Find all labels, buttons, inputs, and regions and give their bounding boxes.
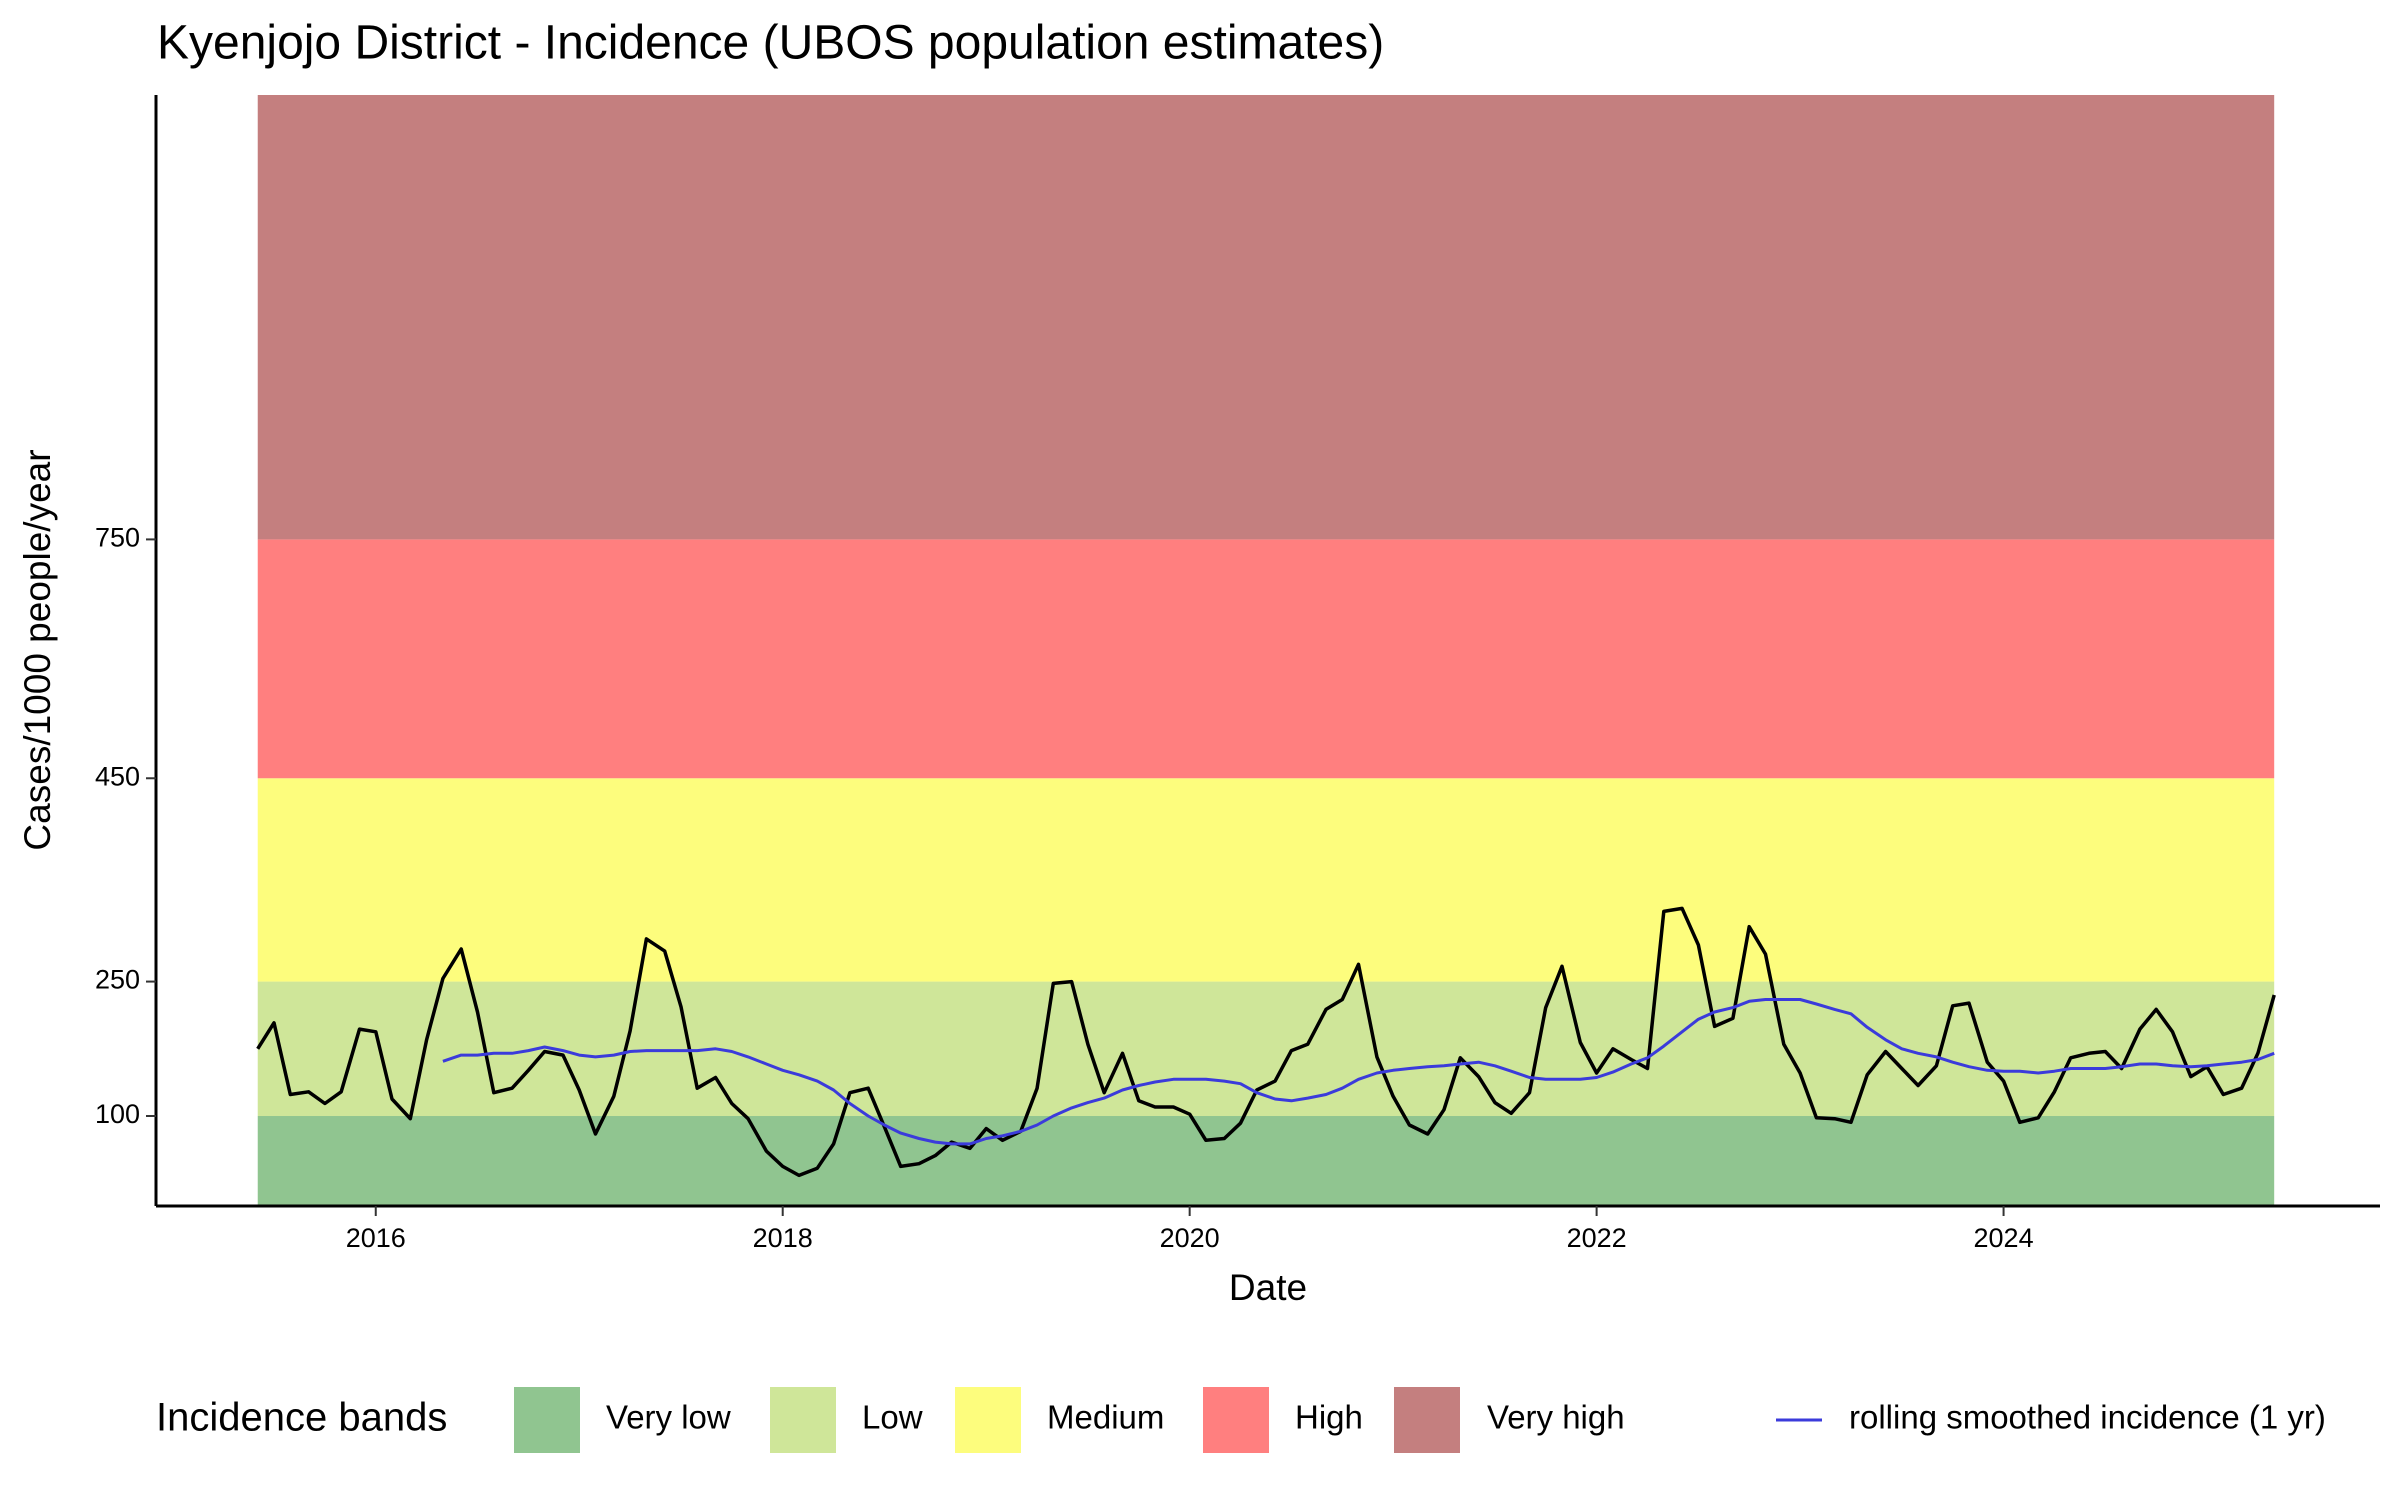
incidence-band	[257, 539, 2275, 779]
y-tick-label: 250	[95, 965, 140, 995]
x-tick-label: 2024	[1974, 1223, 2034, 1253]
y-axis-title: Cases/1000 people/year	[17, 449, 58, 850]
x-tick-label: 2016	[346, 1223, 406, 1253]
x-tick-label: 2020	[1160, 1223, 1220, 1253]
y-tick-label: 750	[95, 523, 140, 553]
y-tick-label: 450	[95, 761, 140, 791]
chart-title: Kyenjojo District - Incidence (UBOS popu…	[157, 17, 1384, 70]
legend-label: Low	[862, 1399, 923, 1436]
legend-label: Very low	[606, 1399, 731, 1436]
legend-swatch	[1203, 1387, 1269, 1453]
x-tick-label: 2022	[1567, 1223, 1627, 1253]
legend-swatch	[1394, 1387, 1460, 1453]
smoothed-line	[442, 998, 2275, 1146]
x-tick-label: 2018	[753, 1223, 813, 1253]
incidence-band	[257, 778, 2275, 982]
incidence-line	[256, 906, 2276, 1178]
y-tick-label: 100	[95, 1099, 140, 1129]
incidence-band	[257, 1116, 2275, 1206]
legend-title: Incidence bands	[156, 1396, 447, 1440]
x-axis-title: Date	[1229, 1267, 1307, 1308]
legend-swatch	[955, 1387, 1021, 1453]
legend-label: Medium	[1047, 1399, 1164, 1436]
legend-swatch	[770, 1387, 836, 1453]
legend-swatch	[514, 1387, 580, 1453]
legend-label: High	[1295, 1399, 1363, 1436]
legend-label: rolling smoothed incidence (1 yr)	[1849, 1399, 2326, 1436]
incidence-band	[257, 95, 2275, 540]
incidence-band	[257, 981, 2275, 1117]
legend-label: Very high	[1487, 1399, 1625, 1436]
